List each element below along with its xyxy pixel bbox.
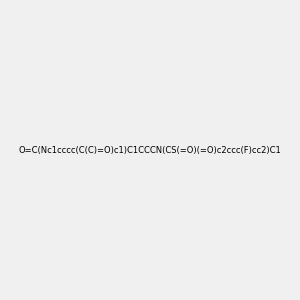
Text: O=C(Nc1cccc(C(C)=O)c1)C1CCCN(CS(=O)(=O)c2ccc(F)cc2)C1: O=C(Nc1cccc(C(C)=O)c1)C1CCCN(CS(=O)(=O)c… xyxy=(19,146,281,154)
